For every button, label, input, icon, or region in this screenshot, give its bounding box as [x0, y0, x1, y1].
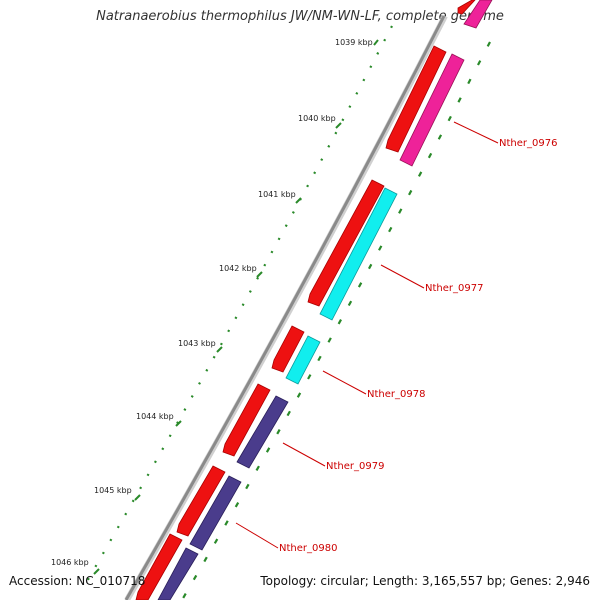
- label-leader: [453, 121, 499, 144]
- tick-label: 1043 kbp: [178, 339, 216, 348]
- reverse-cds-feature[interactable]: [319, 187, 398, 321]
- tick-label: 1046 kbp: [51, 558, 89, 567]
- tick-ring: [81, 25, 393, 591]
- label-leader: [235, 522, 279, 549]
- genome-title: Natranaerobius thermophilus JW/NM-WN-LF,…: [96, 9, 504, 24]
- gene-label[interactable]: Nther_0977: [425, 283, 483, 294]
- reverse-cds-feature[interactable]: [236, 395, 289, 469]
- reverse-cds-feature[interactable]: [399, 53, 465, 167]
- genome-summary-text: Topology: circular; Length: 3,165,557 bp…: [260, 574, 590, 588]
- tick-label: 1041 kbp: [258, 190, 296, 199]
- label-leader: [282, 442, 326, 467]
- tick-label: 1042 kbp: [219, 264, 257, 273]
- label-leader: [380, 264, 425, 289]
- tick-label: 1044 kbp: [136, 412, 174, 421]
- gene-label[interactable]: Nther_0978: [367, 389, 425, 400]
- forward-cds-feature[interactable]: [457, 0, 476, 15]
- forward-cds-feature[interactable]: [176, 465, 226, 537]
- forward-cds-feature[interactable]: [222, 383, 271, 457]
- tick-mark: [295, 197, 302, 204]
- accession-text: Accession: NC_010718: [9, 574, 146, 588]
- tick-label: 1039 kbp: [335, 38, 373, 47]
- tick-mark: [93, 568, 100, 575]
- reverse-cds-feature[interactable]: [189, 475, 242, 551]
- label-leader: [322, 370, 367, 395]
- gene-label[interactable]: Nther_0979: [326, 461, 384, 472]
- tick-mark: [134, 494, 141, 501]
- tick-mark: [335, 122, 342, 129]
- reverse-cds-feature[interactable]: [285, 335, 321, 385]
- tick-label: 1040 kbp: [298, 114, 336, 123]
- forward-cds-feature[interactable]: [307, 179, 385, 307]
- tick-mark: [373, 39, 379, 46]
- tick-mark: [256, 271, 263, 278]
- inner-tick-ring: [181, 41, 491, 600]
- genome-backbone-line: [124, 15, 446, 600]
- reverse-cds-feature[interactable]: [463, 0, 493, 29]
- tick-label: 1045 kbp: [94, 486, 132, 495]
- tick-mark: [175, 420, 182, 427]
- forward-cds-feature[interactable]: [385, 45, 447, 153]
- gene-label[interactable]: Nther_0976: [499, 138, 557, 149]
- gene-label[interactable]: Nther_0980: [279, 543, 337, 554]
- reverse-cds-feature[interactable]: [157, 547, 199, 600]
- forward-cds-feature[interactable]: [271, 325, 305, 373]
- forward-cds-feature[interactable]: [135, 533, 183, 600]
- tick-mark: [216, 346, 223, 353]
